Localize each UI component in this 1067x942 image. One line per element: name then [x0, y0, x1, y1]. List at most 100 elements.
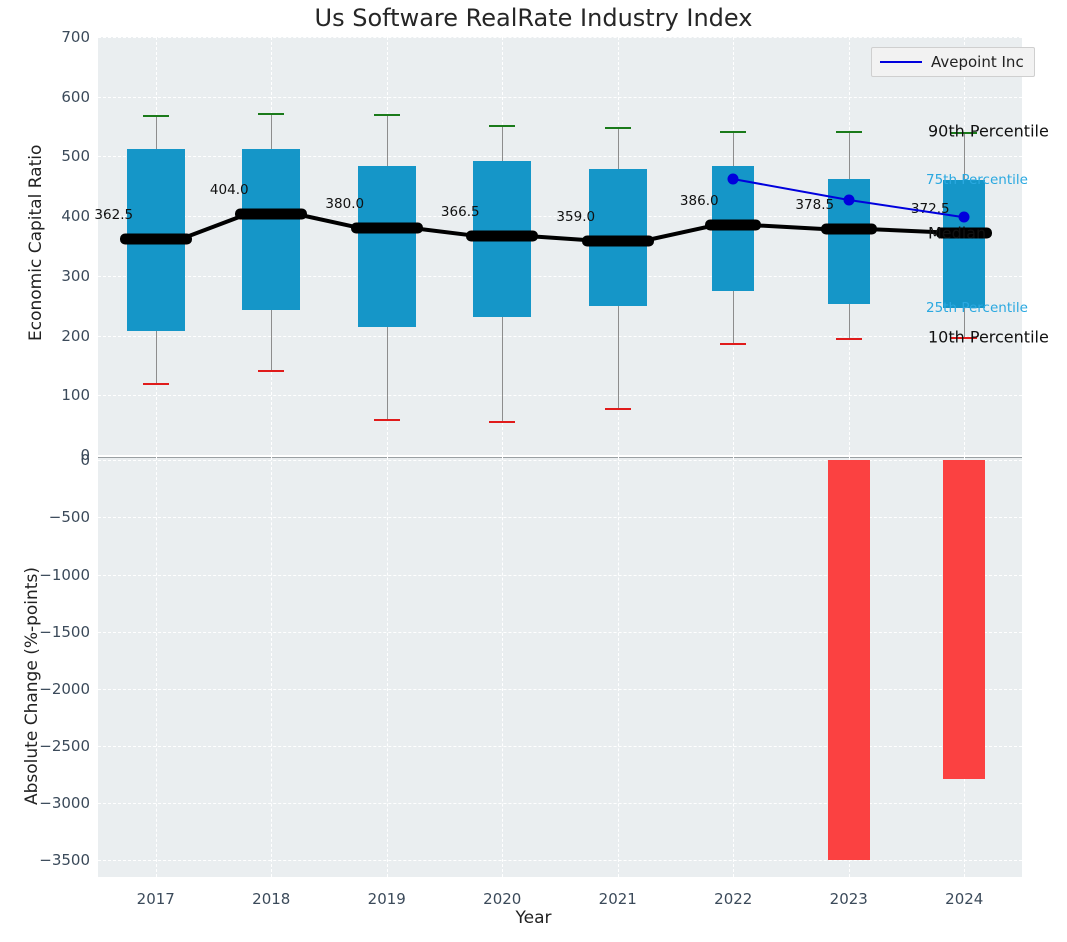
- gridline-vertical: [271, 457, 273, 877]
- panel-absolute-change: [98, 457, 1022, 877]
- y-tick-label-top: 400: [61, 207, 90, 226]
- chart-legend[interactable]: Avepoint Inc: [871, 47, 1035, 77]
- median-value-label-2018: 404.0: [209, 181, 249, 198]
- y-tick-label-bottom: −1000: [39, 565, 90, 584]
- y-tick-label-top: 200: [61, 326, 90, 345]
- x-tick-label-2018: 2018: [252, 890, 291, 908]
- gridline-horizontal: [98, 335, 1022, 337]
- gridline-horizontal: [98, 517, 1022, 519]
- chart-title: Us Software RealRate Industry Index: [314, 4, 753, 32]
- gridline-vertical: [155, 457, 157, 877]
- y-tick-label-top: 300: [61, 266, 90, 285]
- y-axis-label-top: Economic Capital Ratio: [26, 144, 46, 341]
- whisker-cap-p10: [720, 342, 747, 345]
- gridline-horizontal: [98, 275, 1022, 277]
- annotation-10th-percentile: 10th Percentile: [928, 327, 1049, 347]
- whisker-cap-p90: [604, 127, 631, 130]
- median-marker-2017: [119, 233, 192, 245]
- whisker-cap-p90: [720, 131, 747, 134]
- median-marker-2023: [820, 223, 877, 235]
- gridline-vertical: [386, 457, 388, 877]
- gridline-vertical: [617, 457, 619, 877]
- panel-economic-capital-ratio: [98, 37, 1022, 455]
- box-2019: [357, 165, 416, 327]
- whisker-cap-p90: [489, 125, 516, 128]
- x-tick-label-2017: 2017: [136, 890, 175, 908]
- y-tick-label-top: 500: [61, 147, 90, 166]
- gridline-horizontal: [98, 745, 1022, 747]
- whisker-cap-p90: [835, 131, 862, 134]
- whisker-cap-p10: [373, 419, 400, 422]
- change-bar-2023: [827, 460, 870, 860]
- legend-line-icon: [880, 61, 922, 63]
- y-tick-label-bottom: −3500: [39, 850, 90, 869]
- y-tick-label-bottom: −2000: [39, 679, 90, 698]
- x-tick-label-2021: 2021: [598, 890, 637, 908]
- whisker-cap-p10: [835, 337, 862, 340]
- box-2018: [242, 149, 301, 311]
- median-value-label-2020: 366.5: [440, 204, 480, 221]
- median-value-label-2022: 386.0: [679, 192, 719, 209]
- median-marker-2020: [466, 230, 539, 242]
- avepoint-data-point-2022: [727, 173, 739, 185]
- annotation-25th-percentile: 25th Percentile: [926, 300, 1028, 317]
- y-tick-label-bottom: −1500: [39, 622, 90, 641]
- annotation-90th-percentile: 90th Percentile: [928, 121, 1049, 141]
- y-tick-label-top: 0: [80, 446, 90, 464]
- gridline-horizontal: [98, 631, 1022, 633]
- x-tick-label-2022: 2022: [714, 890, 753, 908]
- gridline-vertical: [502, 457, 504, 877]
- whisker-cap-p90: [373, 114, 400, 117]
- median-value-label-2017: 362.5: [94, 206, 134, 223]
- avepoint-data-point-2024: [958, 211, 970, 223]
- gridline-horizontal: [98, 802, 1022, 804]
- whisker-cap-p90: [142, 114, 169, 117]
- y-axis-label-bottom: Absolute Change (%-points): [22, 567, 42, 805]
- whisker-cap-p10: [142, 383, 169, 386]
- whisker-cap-p90: [951, 131, 978, 134]
- gridline-horizontal: [98, 574, 1022, 576]
- gridline-horizontal: [98, 455, 1022, 456]
- annotation-75th-percentile: 75th Percentile: [926, 171, 1028, 188]
- x-axis-label: Year: [515, 908, 552, 928]
- change-bar-2024: [943, 460, 986, 779]
- median-value-label-2021: 359.0: [556, 208, 596, 225]
- gridline-vertical: [733, 457, 735, 877]
- x-tick-label-2024: 2024: [945, 890, 984, 908]
- x-tick-label-2023: 2023: [829, 890, 868, 908]
- panel-separator-zero-line: [98, 457, 1022, 458]
- y-tick-label-top: 600: [61, 87, 90, 106]
- gridline-horizontal: [98, 460, 1022, 462]
- median-marker-2021: [581, 235, 654, 247]
- whisker-cap-p10: [604, 408, 631, 411]
- y-tick-label-top: 700: [61, 28, 90, 46]
- legend-label-avepoint: Avepoint Inc: [931, 53, 1024, 71]
- y-tick-label-bottom: −2500: [39, 736, 90, 755]
- whisker-cap-p10: [951, 336, 978, 339]
- whisker-cap-p10: [489, 420, 516, 423]
- annotation-median: Median: [928, 223, 987, 243]
- median-value-label-2019: 380.0: [325, 196, 365, 213]
- x-tick-label-2020: 2020: [483, 890, 522, 908]
- x-tick-label-2019: 2019: [367, 890, 406, 908]
- median-marker-2024: [936, 227, 993, 239]
- gridline-horizontal: [98, 859, 1022, 861]
- whisker-cap-p90: [258, 112, 285, 115]
- y-tick-label-bottom: −3000: [39, 793, 90, 812]
- gridline-horizontal: [98, 156, 1022, 158]
- box-2024: [943, 179, 986, 309]
- gridline-horizontal: [98, 688, 1022, 690]
- median-value-label-2023: 378.5: [795, 196, 835, 213]
- gridline-horizontal: [98, 395, 1022, 397]
- gridline-horizontal: [98, 96, 1022, 98]
- y-tick-label-bottom: −500: [48, 508, 90, 527]
- median-marker-2019: [350, 222, 423, 234]
- gridline-horizontal: [98, 37, 1022, 38]
- median-marker-2018: [235, 208, 308, 220]
- median-marker-2022: [705, 219, 762, 230]
- y-tick-label-top: 100: [61, 386, 90, 405]
- whisker-cap-p10: [258, 369, 285, 372]
- avepoint-data-point-2023: [843, 194, 855, 206]
- y-tick-label-bottom: 0: [80, 451, 90, 470]
